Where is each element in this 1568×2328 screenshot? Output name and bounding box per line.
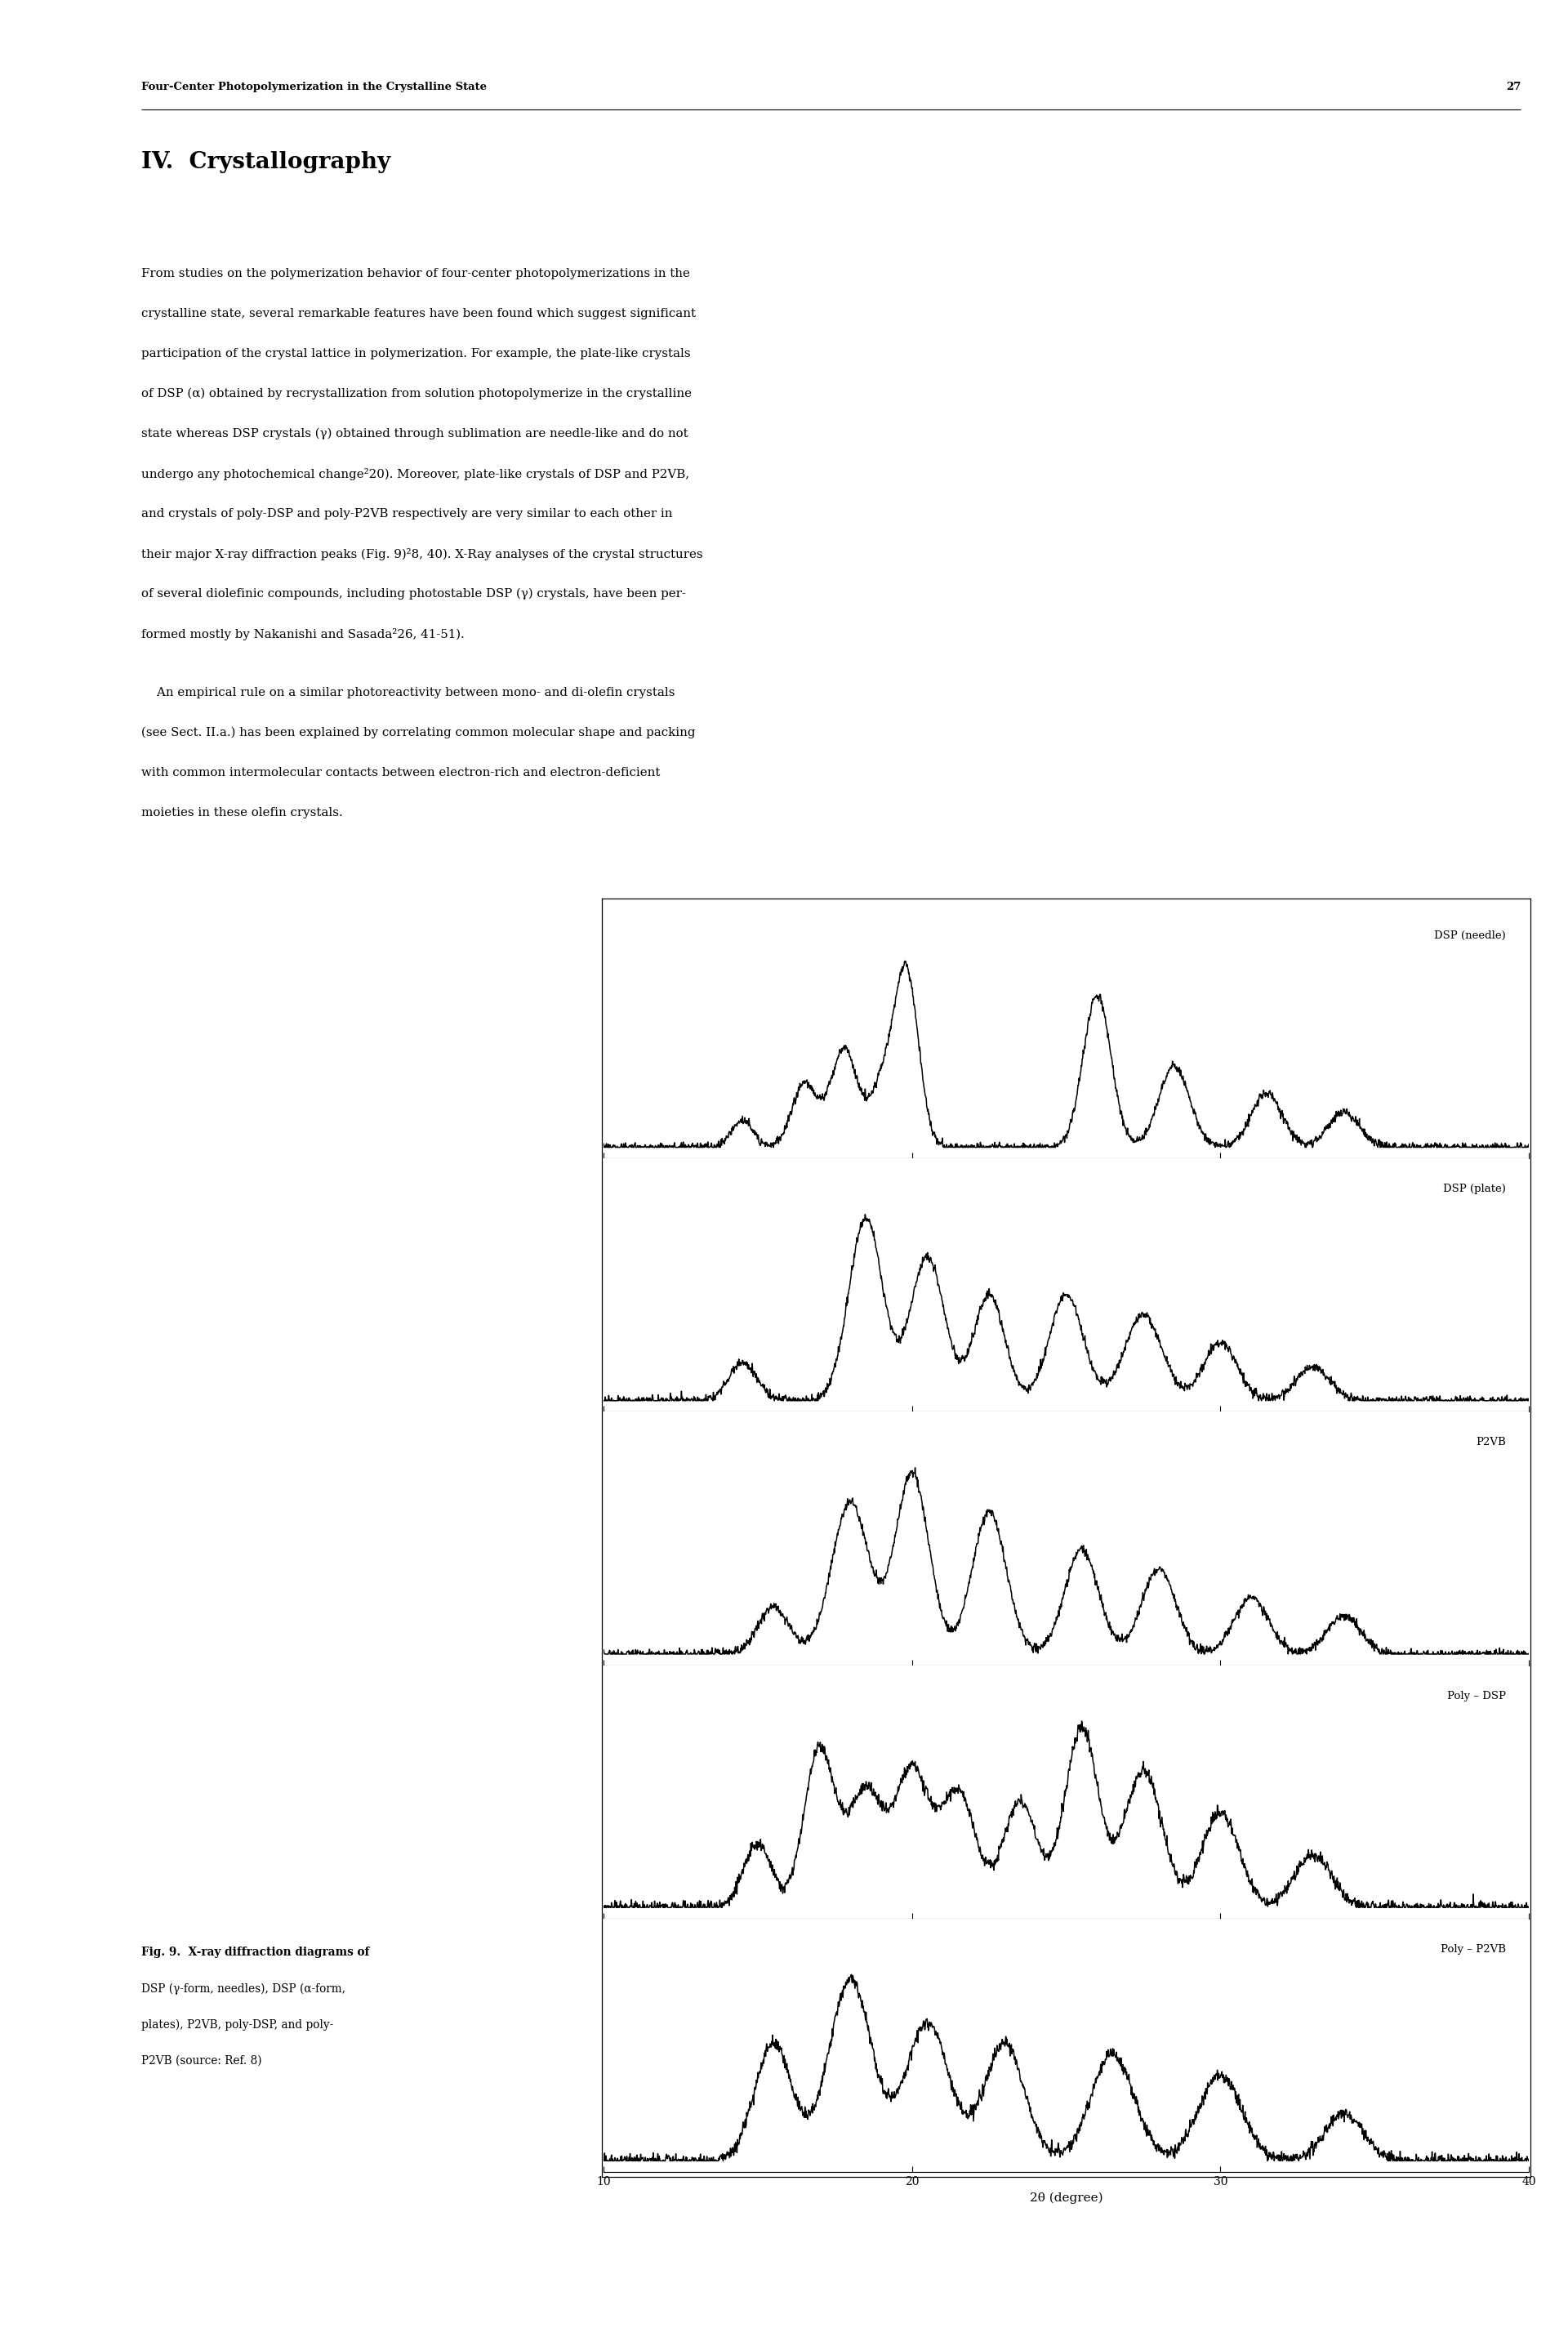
Text: P2VB (source: Ref. 8): P2VB (source: Ref. 8) [141,2056,262,2067]
Text: of DSP (α) obtained by recrystallization from solution photopolymerize in the cr: of DSP (α) obtained by recrystallization… [141,389,691,400]
Text: DSP (γ-form, needles), DSP (α-form,: DSP (γ-form, needles), DSP (α-form, [141,1983,345,1995]
Text: DSP (needle): DSP (needle) [1435,931,1505,941]
Text: Four-Center Photopolymerization in the Crystalline State: Four-Center Photopolymerization in the C… [141,81,486,93]
Text: (see Sect. II.a.) has been explained by correlating common molecular shape and p: (see Sect. II.a.) has been explained by … [141,726,695,738]
Text: plates), P2VB, poly-DSP, and poly-: plates), P2VB, poly-DSP, and poly- [141,2018,334,2030]
Text: undergo any photochemical change²20). Moreover, plate-like crystals of DSP and P: undergo any photochemical change²20). Mo… [141,468,688,480]
Text: crystalline state, several remarkable features have been found which suggest sig: crystalline state, several remarkable fe… [141,307,696,319]
Text: An empirical rule on a similar photoreactivity between mono- and di-olefin cryst: An empirical rule on a similar photoreac… [141,687,674,698]
Text: 27: 27 [1505,81,1521,93]
Text: Poly – DSP: Poly – DSP [1447,1690,1505,1702]
Text: Poly – P2VB: Poly – P2VB [1441,1944,1505,1956]
Text: DSP (plate): DSP (plate) [1443,1185,1505,1194]
Text: IV.  Crystallography: IV. Crystallography [141,151,390,172]
Text: their major X-ray diffraction peaks (Fig. 9)²8, 40). X-Ray analyses of the cryst: their major X-ray diffraction peaks (Fig… [141,547,702,561]
Text: with common intermolecular contacts between electron-rich and electron-deficient: with common intermolecular contacts betw… [141,766,660,778]
Text: Fig. 9.  X-ray diffraction diagrams of: Fig. 9. X-ray diffraction diagrams of [141,1946,370,1958]
Text: state whereas DSP crystals (γ) obtained through sublimation are needle-like and : state whereas DSP crystals (γ) obtained … [141,428,688,440]
Text: participation of the crystal lattice in polymerization. For example, the plate-l: participation of the crystal lattice in … [141,347,690,359]
Text: moieties in these olefin crystals.: moieties in these olefin crystals. [141,808,343,819]
Text: of several diolefinic compounds, including photostable DSP (γ) crystals, have be: of several diolefinic compounds, includi… [141,589,685,601]
Text: formed mostly by Nakanishi and Sasada²26, 41-51).: formed mostly by Nakanishi and Sasada²26… [141,629,464,640]
X-axis label: 2θ (degree): 2θ (degree) [1030,2193,1102,2205]
Text: From studies on the polymerization behavior of four-center photopolymerizations : From studies on the polymerization behav… [141,268,690,279]
Text: and crystals of poly-DSP and poly-P2VB respectively are very similar to each oth: and crystals of poly-DSP and poly-P2VB r… [141,508,673,519]
Text: P2VB: P2VB [1475,1436,1505,1448]
